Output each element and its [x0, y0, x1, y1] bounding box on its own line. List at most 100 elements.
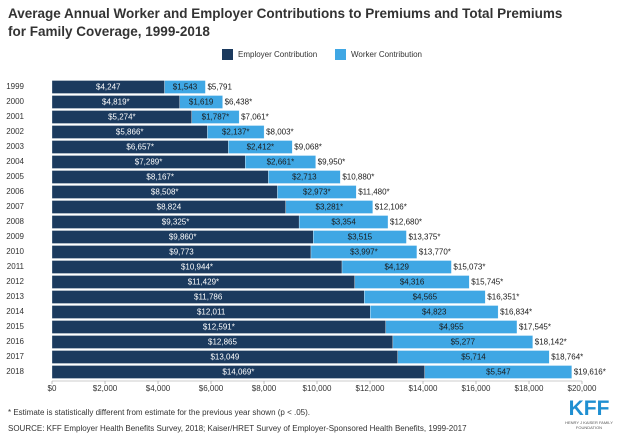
value-label: $7,289* [135, 158, 163, 167]
y-tick-label: 2001 [6, 112, 24, 121]
y-tick-label: 2015 [6, 322, 24, 331]
value-label: $11,429* [188, 278, 219, 287]
x-tick-label: $2,000 [93, 384, 118, 393]
total-label: $13,375* [408, 233, 440, 242]
x-tick-label: $10,000 [303, 384, 332, 393]
bar-segment [228, 140, 293, 154]
value-label: $9,773 [169, 248, 194, 257]
bar-segment [164, 80, 206, 94]
x-tick-label: $14,000 [409, 384, 438, 393]
value-label: $4,129 [384, 263, 409, 272]
y-tick-label: 2008 [6, 217, 24, 226]
value-label: $6,657* [126, 143, 154, 152]
value-label: $3,354 [331, 218, 356, 227]
y-tick-label: 2003 [6, 142, 24, 151]
x-tick-label: $8,000 [252, 384, 277, 393]
value-label: $4,565 [413, 293, 438, 302]
y-tick-label: 2013 [6, 292, 24, 301]
value-label: $1,543 [173, 83, 198, 92]
total-label: $6,438* [225, 98, 253, 107]
total-label: $12,106* [375, 203, 407, 212]
value-label: $3,997* [350, 248, 378, 257]
value-label: $10,944* [181, 263, 213, 272]
total-label: $18,764* [551, 353, 583, 362]
value-label: $8,508* [151, 188, 179, 197]
y-tick-label: 2012 [6, 277, 24, 286]
source: SOURCE: KFF Employer Health Benefits Sur… [8, 424, 467, 433]
total-label: $15,073* [453, 263, 485, 272]
total-label: $9,068* [294, 143, 322, 152]
y-tick-label: 2014 [6, 307, 24, 316]
value-label: $9,325* [162, 218, 190, 227]
y-tick-label: 2000 [6, 97, 24, 106]
legend-label: Worker Contribution [351, 50, 422, 59]
value-label: $14,069* [222, 368, 254, 377]
legend-label: Employer Contribution [238, 50, 317, 59]
bar-segment [313, 230, 407, 244]
y-tick-label: 2009 [6, 232, 24, 241]
bar-segment [424, 365, 572, 379]
total-label: $15,745* [471, 278, 503, 287]
y-tick-label: 2017 [6, 352, 24, 361]
bar-segment [245, 155, 316, 169]
bar-segment [370, 305, 499, 319]
value-label: $9,860* [169, 233, 197, 242]
bar-segment [298, 215, 389, 229]
bar-segment [207, 125, 265, 139]
value-label: $12,011 [197, 308, 226, 317]
y-tick-label: 2007 [6, 202, 24, 211]
bar-segment [310, 245, 418, 259]
value-label: $11,786 [194, 293, 223, 302]
value-label: $8,167* [146, 173, 174, 182]
value-label: $2,137* [222, 128, 250, 137]
logo-sub: HENRY J KAISER FAMILY FOUNDATION [565, 420, 613, 430]
bar-segment [397, 350, 550, 364]
total-label: $9,950* [318, 158, 346, 167]
bar-segment [341, 260, 452, 274]
value-label: $1,619 [189, 98, 214, 107]
bar-segment [191, 110, 240, 124]
value-label: $5,547 [486, 368, 511, 377]
value-label: $2,661* [267, 158, 295, 167]
value-label: $5,277 [451, 338, 476, 347]
legend-swatch [335, 49, 346, 60]
bar-segment [277, 185, 357, 199]
total-label: $19,616* [574, 368, 606, 377]
value-label: $4,819* [102, 98, 130, 107]
y-tick-label: 2011 [7, 262, 25, 271]
x-tick-label: $0 [48, 384, 57, 393]
total-label: $7,061* [241, 113, 269, 122]
footnote: * Estimate is statistically different fr… [8, 408, 310, 417]
x-tick-label: $6,000 [199, 384, 224, 393]
x-tick-label: $12,000 [356, 384, 385, 393]
total-label: $16,834* [500, 308, 532, 317]
total-label: $16,351* [487, 293, 519, 302]
value-label: $2,412* [247, 143, 275, 152]
value-label: $5,714 [461, 353, 486, 362]
total-label: $17,545* [519, 323, 551, 332]
y-tick-label: 2006 [6, 187, 24, 196]
logo-main: KFF [568, 397, 610, 420]
total-label: $8,003* [266, 128, 294, 137]
chart-title: Average Annual Worker and Employer Contr… [8, 6, 563, 39]
value-label: $4,316 [400, 278, 425, 287]
bar-segment [268, 170, 341, 184]
value-label: $5,866* [116, 128, 144, 137]
value-label: $12,865 [208, 338, 237, 347]
bar-segment [285, 200, 373, 214]
y-tick-label: 1999 [6, 82, 24, 91]
x-tick-label: $4,000 [146, 384, 171, 393]
bar-segment [364, 290, 486, 304]
total-label: $13,770* [419, 248, 451, 257]
value-label: $13,049 [210, 353, 239, 362]
bar-segment [179, 95, 223, 109]
value-label: $4,247 [96, 83, 121, 92]
value-label: $3,281* [316, 203, 344, 212]
value-label: $1,787* [202, 113, 230, 122]
y-tick-label: 2005 [6, 172, 24, 181]
y-tick-label: 2010 [6, 247, 24, 256]
logo: KFF HENRY J KAISER FAMILY FOUNDATION [560, 397, 618, 431]
value-label: $2,973* [303, 188, 331, 197]
